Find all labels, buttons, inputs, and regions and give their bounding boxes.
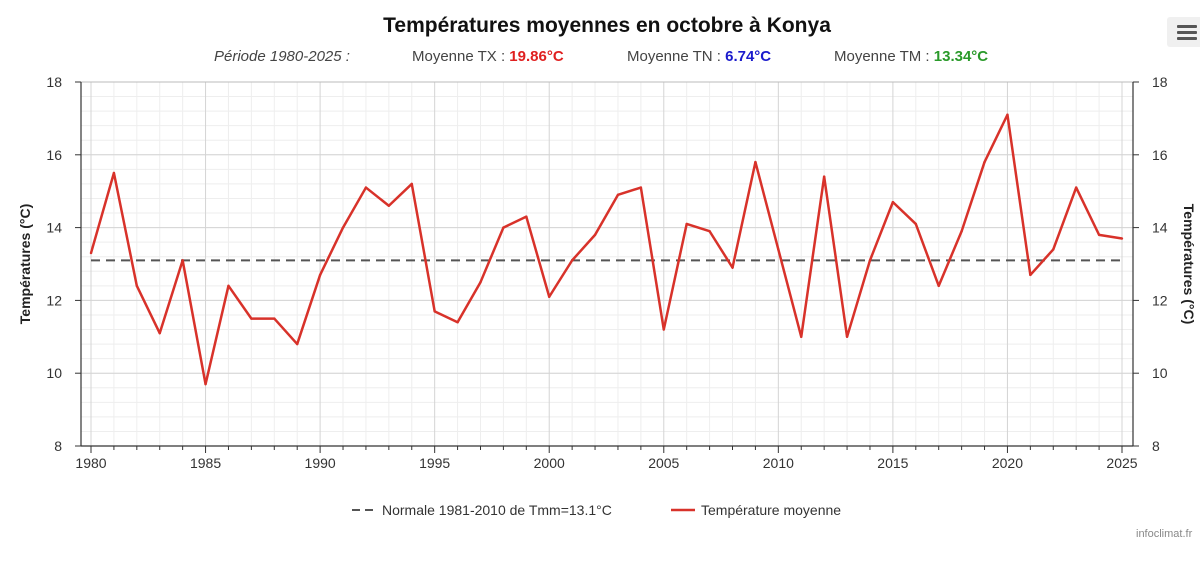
data-point (112, 171, 116, 175)
data-point (868, 259, 872, 262)
data-point (1006, 113, 1009, 116)
chart-subtitle: Période 1980-2025 : Moyenne TX : 19.86°C… (0, 48, 1200, 68)
legend-item-normal[interactable]: Normale 1981-2010 de Tmm=13.1°C (352, 502, 612, 518)
mean-tx: Moyenne TX : 19.86°C (412, 48, 564, 65)
series-line-temperature-moyenne (89, 113, 1123, 386)
x-tick-label: 2015 (877, 455, 908, 471)
data-point (341, 226, 345, 229)
y-tick-label-left: 16 (46, 147, 62, 163)
x-tick-label: 1995 (419, 455, 450, 471)
data-point (525, 215, 528, 218)
x-tick-label: 2005 (648, 455, 679, 471)
data-point (960, 230, 963, 233)
y-tick-label-right: 14 (1152, 220, 1168, 236)
data-point (891, 200, 895, 204)
x-tick-label: 1990 (305, 455, 336, 471)
y-axis-title-left: Températures (°C) (17, 204, 33, 324)
mean-tn-label: Moyenne TN : (627, 48, 726, 65)
data-point (273, 317, 276, 320)
data-point (296, 342, 299, 346)
data-point (364, 186, 368, 189)
data-point (1074, 186, 1078, 189)
y-tick-label-right: 10 (1152, 365, 1168, 381)
data-point (662, 328, 665, 331)
data-point (158, 331, 161, 335)
data-point (937, 284, 940, 288)
data-point (204, 382, 207, 386)
minor-grid (81, 81, 1133, 447)
y-tick-label-right: 12 (1152, 292, 1168, 308)
data-point (1052, 248, 1055, 251)
y-tick-label-right: 18 (1152, 74, 1168, 90)
y-ticks-left: 8 10 12 14 16 18 (46, 74, 81, 454)
data-point (227, 284, 230, 288)
legend-item-series[interactable]: Température moyenne (671, 502, 841, 518)
y-tick-label-left: 10 (46, 365, 62, 381)
data-point (318, 273, 322, 277)
mean-tm: Moyenne TM : 13.34°C (834, 48, 988, 65)
data-point (1097, 233, 1101, 237)
y-tick-label-left: 12 (46, 292, 62, 308)
data-point (1120, 237, 1124, 240)
x-tick-label: 2010 (763, 455, 794, 471)
data-point (708, 230, 711, 233)
data-point (387, 204, 391, 207)
data-point (570, 259, 574, 262)
data-point (685, 222, 688, 226)
mean-tm-label: Moyenne TM : (834, 48, 934, 65)
y-tick-label-left: 14 (46, 220, 62, 236)
data-point (639, 186, 643, 189)
y-tick-label-left: 18 (46, 74, 62, 90)
x-tick-label: 2000 (534, 455, 565, 471)
data-point (914, 222, 917, 226)
legend[interactable]: Normale 1981-2010 de Tmm=13.1°C Températ… (352, 502, 841, 518)
mean-tn-value: 6.74°C (725, 48, 772, 65)
data-point (433, 310, 436, 313)
mean-tn: Moyenne TN : 6.74°C (627, 48, 771, 65)
data-point (250, 317, 253, 320)
data-point (89, 251, 93, 255)
y-ticks-right: 8 10 12 14 16 18 (1133, 74, 1168, 454)
mean-tx-value: 19.86°C (509, 48, 564, 65)
chart-title: Températures moyennes en octobre à Konya (383, 14, 831, 37)
data-point (548, 295, 551, 298)
data-point (502, 226, 505, 229)
data-point (616, 193, 620, 197)
period-label: Période 1980-2025 : (214, 48, 350, 65)
data-point (754, 160, 757, 164)
data-point (1029, 273, 1032, 277)
data-point (181, 259, 184, 262)
hamburger-menu-icon[interactable] (1167, 17, 1200, 47)
series-points (89, 113, 1124, 386)
data-point (456, 321, 459, 324)
credit-text: infoclimat.fr (1136, 528, 1193, 540)
data-point (410, 182, 413, 186)
data-point (845, 335, 849, 338)
y-tick-label-right: 8 (1152, 438, 1160, 454)
x-ticks: 1980 1985 1990 1995 2000 2005 2010 2015 2020 2025 (75, 446, 1138, 471)
data-point (731, 266, 734, 269)
data-point (800, 335, 803, 338)
x-tick-label: 2025 (1106, 455, 1137, 471)
x-tick-label: 2020 (992, 455, 1023, 471)
data-point (135, 284, 139, 288)
mean-tx-label: Moyenne TX : (412, 48, 510, 65)
y-tick-label-right: 16 (1152, 147, 1168, 163)
y-tick-label-left: 8 (54, 438, 62, 454)
plot-area (80, 81, 1134, 447)
data-point (822, 175, 826, 178)
x-tick-label: 1985 (190, 455, 221, 471)
y-axis-title-right: Températures (°C) (1181, 204, 1197, 324)
mean-tm-value: 13.34°C (933, 48, 989, 65)
data-point (983, 160, 986, 164)
data-point (777, 248, 780, 251)
legend-series-label: Température moyenne (701, 502, 841, 518)
data-point (593, 233, 597, 237)
data-point (479, 281, 482, 284)
legend-normal-label: Normale 1981-2010 de Tmm=13.1°C (382, 502, 612, 518)
x-tick-label: 1980 (75, 455, 106, 471)
major-grid (81, 81, 1133, 447)
